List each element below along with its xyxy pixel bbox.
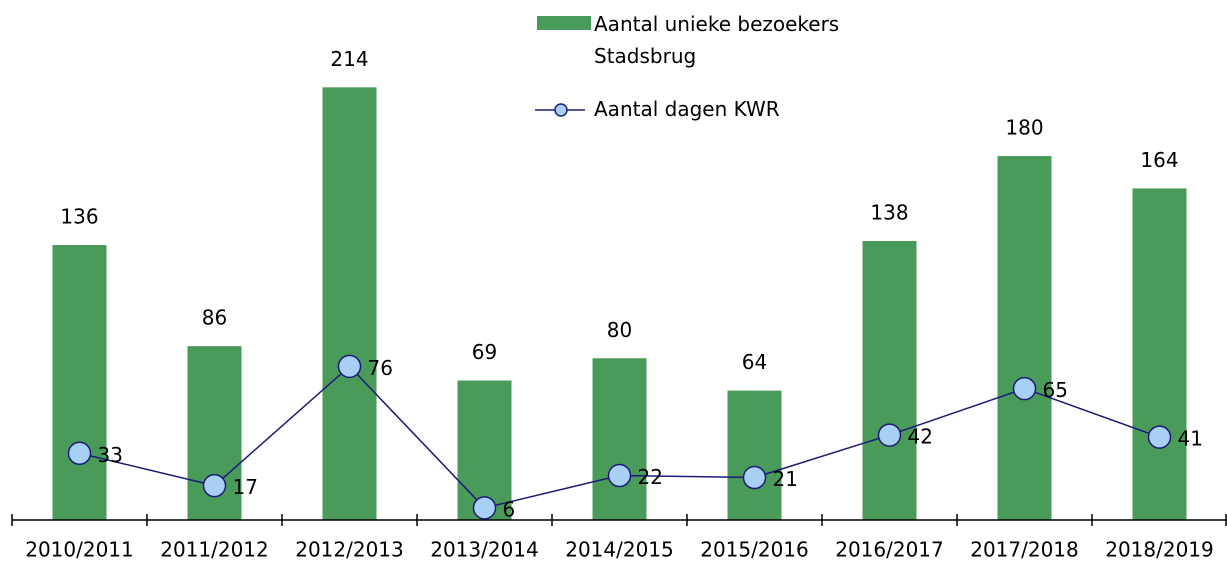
bar xyxy=(727,390,782,520)
legend-swatch xyxy=(554,103,568,117)
marker xyxy=(67,441,92,466)
x-tick-label: 2012/2013 xyxy=(295,538,404,562)
data-label: 42 xyxy=(908,425,933,449)
legend-swatch xyxy=(537,16,591,30)
legend-label: Aantal dagen KWR xyxy=(594,97,780,121)
marker xyxy=(472,496,497,520)
x-tick-label: 2017/2018 xyxy=(970,538,1079,562)
x-tick-label: 2013/2014 xyxy=(430,538,539,562)
x-tick-label: 2015/2016 xyxy=(700,538,809,562)
marker xyxy=(742,465,767,490)
bar xyxy=(997,156,1052,520)
data-label: 65 xyxy=(1043,378,1068,402)
legend-label: Aantal unieke bezoekers Stadsbrug xyxy=(594,12,840,68)
data-label: 164 xyxy=(1140,148,1178,172)
data-label: 64 xyxy=(742,350,767,374)
marker xyxy=(877,423,902,447)
x-tick-label: 2018/2019 xyxy=(1105,538,1214,562)
data-label: 136 xyxy=(60,205,98,229)
data-label: 33 xyxy=(98,443,123,467)
x-tick-label: 2011/2012 xyxy=(160,538,269,562)
marker xyxy=(337,354,362,379)
marker xyxy=(607,463,632,488)
marker xyxy=(202,473,227,498)
data-label: 138 xyxy=(870,201,908,225)
bar xyxy=(322,87,377,520)
bar xyxy=(1132,188,1187,520)
data-label: 21 xyxy=(773,467,798,491)
data-label: 214 xyxy=(330,47,368,71)
x-tick-label: 2014/2015 xyxy=(565,538,674,562)
x-tick-label: 2016/2017 xyxy=(835,538,944,562)
data-label: 41 xyxy=(1178,427,1203,451)
data-label: 76 xyxy=(368,356,393,380)
data-label: 180 xyxy=(1005,116,1043,140)
marker xyxy=(1012,376,1037,401)
data-label: 69 xyxy=(472,340,497,364)
bar xyxy=(52,245,107,521)
marker xyxy=(1147,425,1172,449)
data-label: 80 xyxy=(607,318,632,342)
data-label: 17 xyxy=(233,475,258,499)
bar xyxy=(592,358,647,520)
data-label: 6 xyxy=(503,497,516,521)
data-label: 22 xyxy=(638,465,663,489)
x-tick-label: 2010/2011 xyxy=(25,538,134,562)
data-label: 86 xyxy=(202,306,227,330)
bar xyxy=(862,241,917,520)
